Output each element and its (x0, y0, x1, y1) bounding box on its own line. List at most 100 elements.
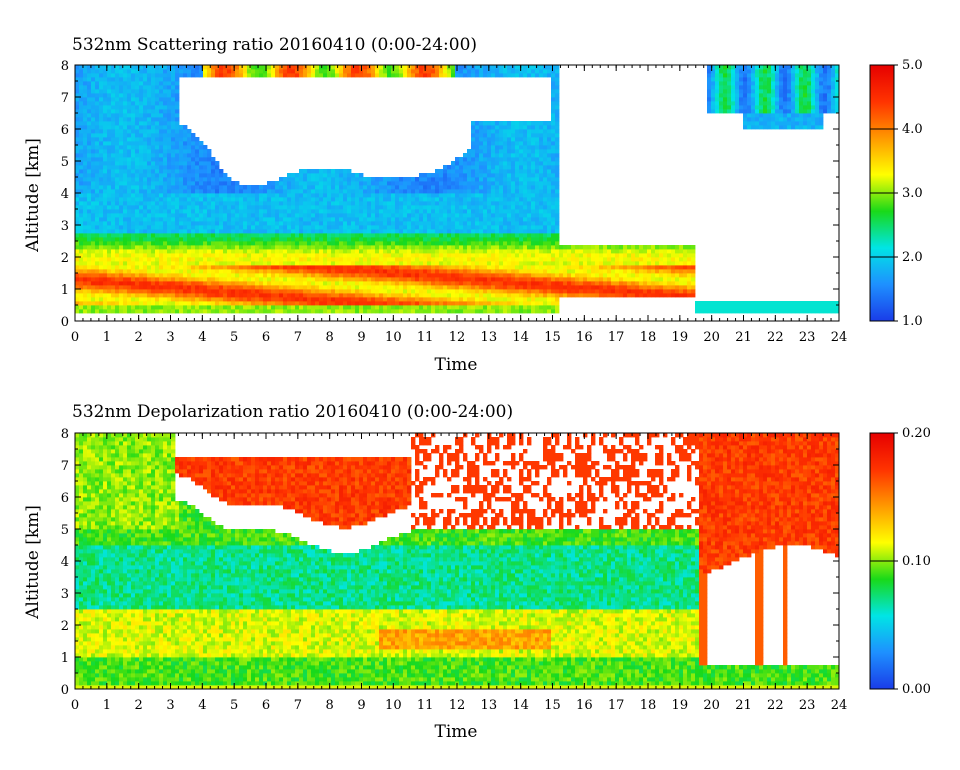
heatmap-cell (475, 221, 480, 226)
heatmap-cell (143, 165, 148, 170)
heatmap-cell (91, 217, 96, 222)
heatmap-cell (463, 193, 468, 198)
heatmap-cell (487, 209, 492, 214)
heatmap-cell (311, 217, 316, 222)
heatmap-cell (375, 301, 380, 306)
heatmap-cell (199, 221, 204, 226)
heatmap-cell (415, 229, 420, 234)
heatmap-cell (307, 209, 312, 214)
heatmap-cell (167, 217, 172, 222)
heatmap-cell (303, 269, 308, 274)
heatmap-cell (139, 145, 144, 150)
heatmap-cell (139, 213, 144, 218)
heatmap-cell (219, 257, 224, 262)
heatmap-cell (139, 269, 144, 274)
heatmap-cell (103, 129, 108, 134)
heatmap-cell (375, 261, 380, 266)
heatmap-cell (491, 281, 496, 286)
heatmap-cell (359, 221, 364, 226)
heatmap-cell (311, 185, 316, 190)
heatmap-cell (347, 305, 352, 310)
heatmap-cell (455, 189, 460, 194)
heatmap-cell (195, 249, 200, 254)
heatmap-cell (215, 209, 220, 214)
heatmap-cell (403, 309, 408, 314)
heatmap-cell (203, 261, 208, 266)
heatmap-cell (107, 253, 112, 258)
heatmap-cell (199, 297, 204, 302)
heatmap-cell (347, 277, 352, 282)
heatmap-cell (271, 213, 276, 218)
heatmap-cell (231, 293, 236, 298)
heatmap-cell (135, 257, 140, 262)
heatmap-cell (303, 181, 308, 186)
heatmap-cell (403, 69, 408, 74)
heatmap-cell (299, 269, 304, 274)
heatmap-cell (91, 137, 96, 142)
heatmap-cell (479, 205, 484, 210)
heatmap-cell (179, 185, 184, 190)
heatmap-cell (427, 285, 432, 290)
heatmap-cell (95, 73, 100, 78)
heatmap-cell (123, 309, 128, 314)
heatmap-cell (315, 309, 320, 314)
heatmap-cell (191, 297, 196, 302)
heatmap-cell (359, 301, 364, 306)
heatmap-cell (343, 249, 348, 254)
heatmap-cell (191, 181, 196, 186)
heatmap-cell (95, 105, 100, 110)
heatmap-cell (263, 185, 268, 190)
heatmap-cell (499, 281, 504, 286)
heatmap-cell (135, 93, 140, 98)
heatmap-cell (459, 309, 464, 314)
heatmap-cell (247, 233, 252, 238)
heatmap-cell (495, 201, 500, 206)
heatmap-cell (263, 305, 268, 310)
heatmap-cell (139, 65, 144, 70)
heatmap-cell (159, 109, 164, 114)
heatmap-cell (447, 69, 452, 74)
heatmap-cell (83, 305, 88, 310)
heatmap-cell (159, 305, 164, 310)
heatmap-cell (187, 161, 192, 166)
heatmap-cell (423, 193, 428, 198)
heatmap-cell (151, 189, 156, 194)
heatmap-cell (223, 273, 228, 278)
heatmap-cell (483, 209, 488, 214)
heatmap-cell (139, 237, 144, 242)
heatmap-cell (167, 225, 172, 230)
heatmap-cell (127, 293, 132, 298)
heatmap-cell (195, 165, 200, 170)
heatmap-cell (199, 233, 204, 238)
heatmap-cell (487, 217, 492, 222)
heatmap-cell (423, 225, 428, 230)
heatmap-cell (291, 293, 296, 298)
heatmap-cell (159, 81, 164, 86)
heatmap-cell (291, 233, 296, 238)
heatmap-cell (143, 213, 148, 218)
heatmap-cell (147, 113, 152, 118)
heatmap-cell (163, 225, 168, 230)
heatmap-cell (119, 301, 124, 306)
heatmap-cell (151, 253, 156, 258)
heatmap-cell (283, 309, 288, 314)
heatmap-cell (163, 257, 168, 262)
heatmap-cell (103, 241, 108, 246)
heatmap-cell (371, 269, 376, 274)
heatmap-cell (143, 125, 148, 130)
heatmap-cell (471, 133, 476, 138)
heatmap-cell (351, 273, 356, 278)
heatmap-cell (415, 293, 420, 298)
heatmap-cell (255, 221, 260, 226)
heatmap-cell (79, 181, 84, 186)
heatmap-cell (175, 109, 180, 114)
heatmap-cell (319, 285, 324, 290)
heatmap-cell (487, 305, 492, 310)
heatmap-cell (383, 277, 388, 282)
heatmap-cell (371, 209, 376, 214)
heatmap-cell (303, 249, 308, 254)
heatmap-cell (167, 281, 172, 286)
heatmap-cell (495, 261, 500, 266)
heatmap-cell (79, 109, 84, 114)
heatmap-cell (139, 93, 144, 98)
